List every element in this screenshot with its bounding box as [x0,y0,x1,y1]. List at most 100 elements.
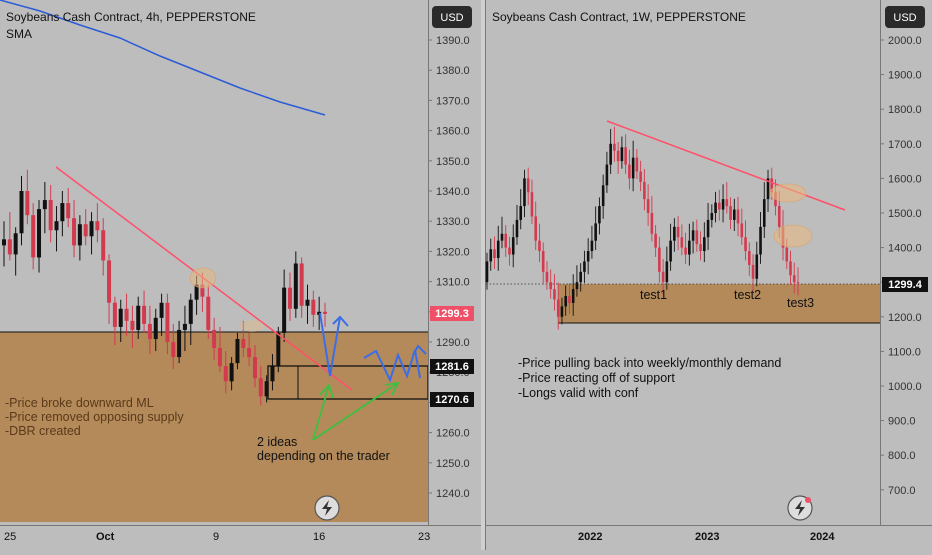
right-candle-body [609,143,612,165]
right-candle-body [665,261,669,283]
right-candle-body [628,164,631,179]
notification-dot-icon [805,497,811,503]
green-arrowhead-1 [319,383,334,399]
right-candle-body [650,213,654,234]
left-candle-body [323,311,327,314]
left-candle-body [107,260,112,303]
left-candle-body [217,348,222,367]
left-candle-body [299,263,304,306]
left-candle-body [25,191,30,216]
left-price-tick-1: 1380.0 [436,65,470,77]
left-candle-body [177,329,182,358]
right-candle-body [485,261,489,283]
left-candle-body [112,302,117,327]
right-candle-body [493,249,496,258]
left-date-tick-3: 16 [313,531,325,543]
tradingview-logo-right[interactable] [787,495,813,521]
right-candle-body [500,233,504,241]
left-candle-body [252,357,257,379]
left-candle-body [118,308,123,327]
left-price-axis[interactable]: USD 1390.0 1380.0 1370.0 1360.0 1350.0 1340.0… [428,0,481,525]
left-price-badge [430,306,474,321]
right-candle-body [586,251,590,262]
left-time-axis[interactable]: 25 Oct 9 16 23 [0,525,481,550]
blue-arrowhead-1 [332,315,349,327]
right-candle-body [703,237,706,252]
weekly-supply-highlight-2 [773,224,813,248]
tradingview-logo[interactable] [314,495,340,521]
sma-line [0,0,326,116]
left-candle-body [60,203,65,222]
right-date-tick-0: 2022 [578,531,602,543]
right-currency-button[interactable] [885,6,925,28]
right-candle-body [605,164,609,186]
zone-label-top-text: 1281.6 [435,361,469,373]
right-candle-body [706,219,710,238]
right-candle-body [747,251,751,265]
left-date-tick-0: 25 [4,531,16,543]
left-candle-body [77,224,82,246]
left-note-3: -DBR created [5,424,81,438]
left-candle-body [153,317,158,339]
left-candle-body [311,299,316,315]
right-candle-body [725,199,729,207]
right-candle-body [691,230,695,241]
left-currency-button[interactable] [432,6,472,28]
right-price-tick-10: 1000.0 [888,381,922,393]
right-candle-body [545,271,549,283]
left-candle-body [293,263,298,309]
right-candle-body [583,261,586,272]
left-candle-body [258,378,263,397]
right-demand-zone [558,284,880,323]
left-candle-body [241,338,246,349]
left-candle-body [287,287,292,309]
zone-label-top [430,359,474,374]
left-date-tick-1: Oct [96,531,115,543]
right-candle-body [590,240,594,252]
right-candle-body [673,226,676,241]
right-candle-body [661,271,665,283]
right-date-tick-1: 2023 [695,531,719,543]
right-price-tick-8: 1200.0 [888,312,922,324]
right-time-axis[interactable]: 2022 2023 2024 [486,525,932,550]
right-candle-body [710,213,714,220]
green-arrow-1 [312,384,330,441]
left-candle-body [130,320,135,330]
left-price-tick-15: 1240.0 [436,488,470,500]
left-candle-body [276,332,281,367]
right-price-axis[interactable]: USD 2000.0 1900.0 1800.0 1700.0 1600.0 1500.0… [880,0,932,525]
right-candle-body [489,249,493,262]
right-candle-body [762,199,766,227]
right-candle-body [635,157,639,172]
left-price-tick-5: 1340.0 [436,186,470,198]
panel-separator[interactable] [481,0,485,550]
right-candle-body [777,206,781,227]
right-candle-body [669,240,672,262]
zone-label-bottom-text: 1270.6 [435,394,469,406]
left-candle-body [19,191,24,234]
right-candle-body [744,237,747,252]
right-candle-body [639,171,642,182]
left-candle-body [282,287,287,333]
left-candle-body [101,230,106,261]
right-chart-panel: Soybeans Cash Contract, 1W, PEPPERSTONE … [485,0,880,525]
right-plot-background [486,0,880,525]
left-candle-body [264,381,269,397]
left-price-tick-3: 1360.0 [436,126,470,138]
left-price-tick-4: 1350.0 [436,156,470,168]
left-price-tick-10: 1290.0 [436,337,470,349]
right-price-tick-5: 1500.0 [888,208,922,220]
right-candle-body [504,233,508,248]
left-candle-body [194,284,199,300]
left-candle-body [72,218,77,246]
right-candle-body [541,251,545,272]
right-price-badge [882,277,928,292]
sma-indicator-label[interactable]: SMA [6,27,32,41]
left-candle-body [165,302,170,342]
right-candle-body [538,240,541,252]
right-candle-body [560,306,564,317]
right-candle-body [646,199,650,213]
right-candle-body [571,289,575,303]
